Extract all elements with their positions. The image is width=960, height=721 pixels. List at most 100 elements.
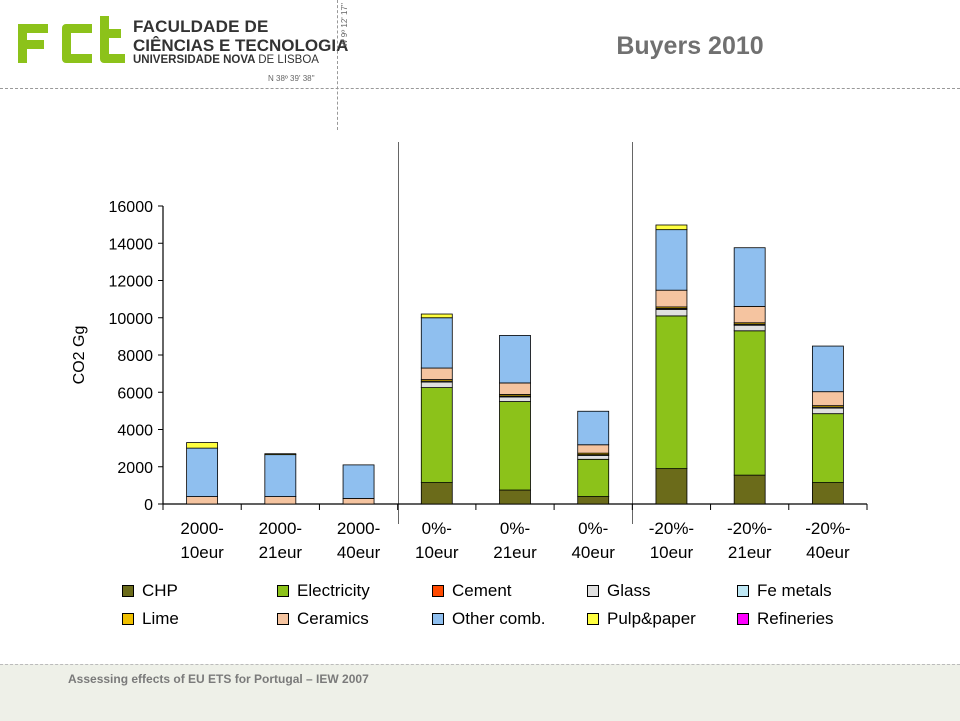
bar-segment	[577, 410, 610, 446]
bar-segment	[264, 454, 297, 497]
bar-segment	[499, 396, 531, 402]
y-tick-label: 2000	[117, 460, 153, 477]
x-tick-label: 40eur	[571, 543, 615, 562]
legend-swatch	[277, 585, 289, 597]
bar-segment	[655, 468, 688, 505]
legend-label: Cement	[452, 581, 512, 600]
bar-segment	[577, 496, 610, 505]
chart-legend: CHP Electricity Cement Glass Fe metals Lime Ce…	[122, 580, 882, 632]
legend-swatch	[432, 585, 444, 597]
legend-item: Other comb.	[432, 608, 546, 630]
legend-item: Cement	[432, 580, 512, 602]
group-separator	[632, 142, 633, 524]
bar-segment	[577, 455, 610, 460]
bar-segment	[733, 474, 766, 505]
bar-segment	[811, 391, 844, 407]
bar-segment	[733, 247, 766, 307]
group-separator	[398, 142, 399, 524]
x-tick-label: 2000-	[180, 519, 223, 538]
bar-segment	[577, 458, 610, 497]
bar-segment	[733, 305, 766, 324]
bar-segment	[733, 324, 766, 332]
legend-label: Pulp&paper	[607, 609, 696, 628]
legend-swatch	[587, 585, 599, 597]
bar-segment	[499, 401, 531, 491]
legend-swatch	[122, 613, 134, 625]
bar-segment	[733, 330, 766, 476]
x-tick-label: -20%-	[649, 519, 694, 538]
x-tick-label: 40eur	[806, 543, 850, 562]
bar-segment	[811, 345, 844, 393]
bar-segment	[420, 482, 453, 505]
legend-swatch	[587, 613, 599, 625]
y-tick-label: 12000	[109, 274, 154, 291]
bar-segment	[655, 315, 688, 470]
logo-line-2: CIÊNCIAS E TECNOLOGIA	[133, 36, 349, 55]
bar-segment	[186, 496, 219, 505]
y-tick-label: 14000	[109, 236, 154, 253]
footer	[0, 664, 960, 721]
bar-segment	[420, 381, 453, 388]
legend-label: Glass	[607, 581, 651, 600]
fct-logo	[18, 16, 125, 63]
legend-swatch	[432, 613, 444, 625]
legend-item: Refineries	[737, 608, 834, 630]
bar-segment	[577, 444, 610, 454]
x-tick-label: 10eur	[415, 543, 459, 562]
legend-item: Fe metals	[737, 580, 832, 602]
bar-segment	[655, 229, 688, 291]
legend-swatch	[737, 585, 749, 597]
legend-swatch	[277, 613, 289, 625]
bar-segment	[499, 382, 531, 395]
logo-line-3-bold: UNIVERSIDADE NOVA	[133, 54, 256, 66]
bar-segment	[264, 496, 297, 505]
bar-segment	[420, 313, 453, 319]
bar-segment	[264, 453, 297, 456]
bar-segment	[420, 387, 453, 483]
legend-label: Other comb.	[452, 609, 546, 628]
coordinate-west: W 9º 12' 17''	[340, 3, 349, 47]
legend-item: CHP	[122, 580, 178, 602]
bar-segment	[655, 308, 688, 317]
logo-line-1: FACULDADE DE	[133, 17, 269, 36]
bar-segment	[420, 317, 453, 369]
chart-title: Buyers 2010	[616, 32, 764, 60]
x-tick-label: 40eur	[337, 543, 381, 562]
logo-line-3-light: DE LISBOA	[258, 54, 319, 66]
x-tick-label: 2000-	[259, 519, 302, 538]
x-tick-label: 0%-	[500, 519, 530, 538]
legend-label: Ceramics	[297, 609, 369, 628]
header: FACULDADE DE CIÊNCIAS E TECNOLOGIA UNIVE…	[0, 0, 960, 88]
legend-swatch	[737, 613, 749, 625]
bar-segment	[811, 413, 844, 483]
bar-segment	[186, 447, 219, 497]
header-divider	[0, 88, 960, 89]
y-tick-label: 0	[144, 497, 153, 514]
stacked-bar-chart: 0 2000 4000 6000 8000 10000 12000 14000 16000 CO2…	[71, 199, 868, 562]
bar-segment	[499, 335, 531, 384]
legend-label: Lime	[142, 609, 179, 628]
legend-label: CHP	[142, 581, 178, 600]
y-tick-label: 8000	[117, 348, 153, 365]
x-tick-label: 21eur	[728, 543, 772, 562]
x-tick-label: 0%-	[578, 519, 608, 538]
legend-label: Electricity	[297, 581, 370, 600]
x-tick-label: 21eur	[259, 543, 303, 562]
legend-item: Ceramics	[277, 608, 369, 630]
bar-segment	[342, 498, 375, 505]
y-axis-label: CO2 Gg	[71, 326, 88, 385]
bar-segment	[342, 464, 375, 499]
legend-item: Lime	[122, 608, 179, 630]
legend-label: Fe metals	[757, 581, 832, 600]
bar-segment	[655, 224, 688, 231]
x-tick-label: 2000-	[337, 519, 380, 538]
legend-item: Pulp&paper	[587, 608, 696, 630]
x-tick-label: 10eur	[650, 543, 694, 562]
bar-segment	[186, 442, 219, 449]
x-tick-label: 10eur	[180, 543, 224, 562]
x-tick-label: -20%-	[727, 519, 772, 538]
x-tick-label: 0%-	[422, 519, 452, 538]
x-tick-label: 21eur	[493, 543, 537, 562]
legend-swatch	[122, 585, 134, 597]
legend-label: Refineries	[757, 609, 834, 628]
